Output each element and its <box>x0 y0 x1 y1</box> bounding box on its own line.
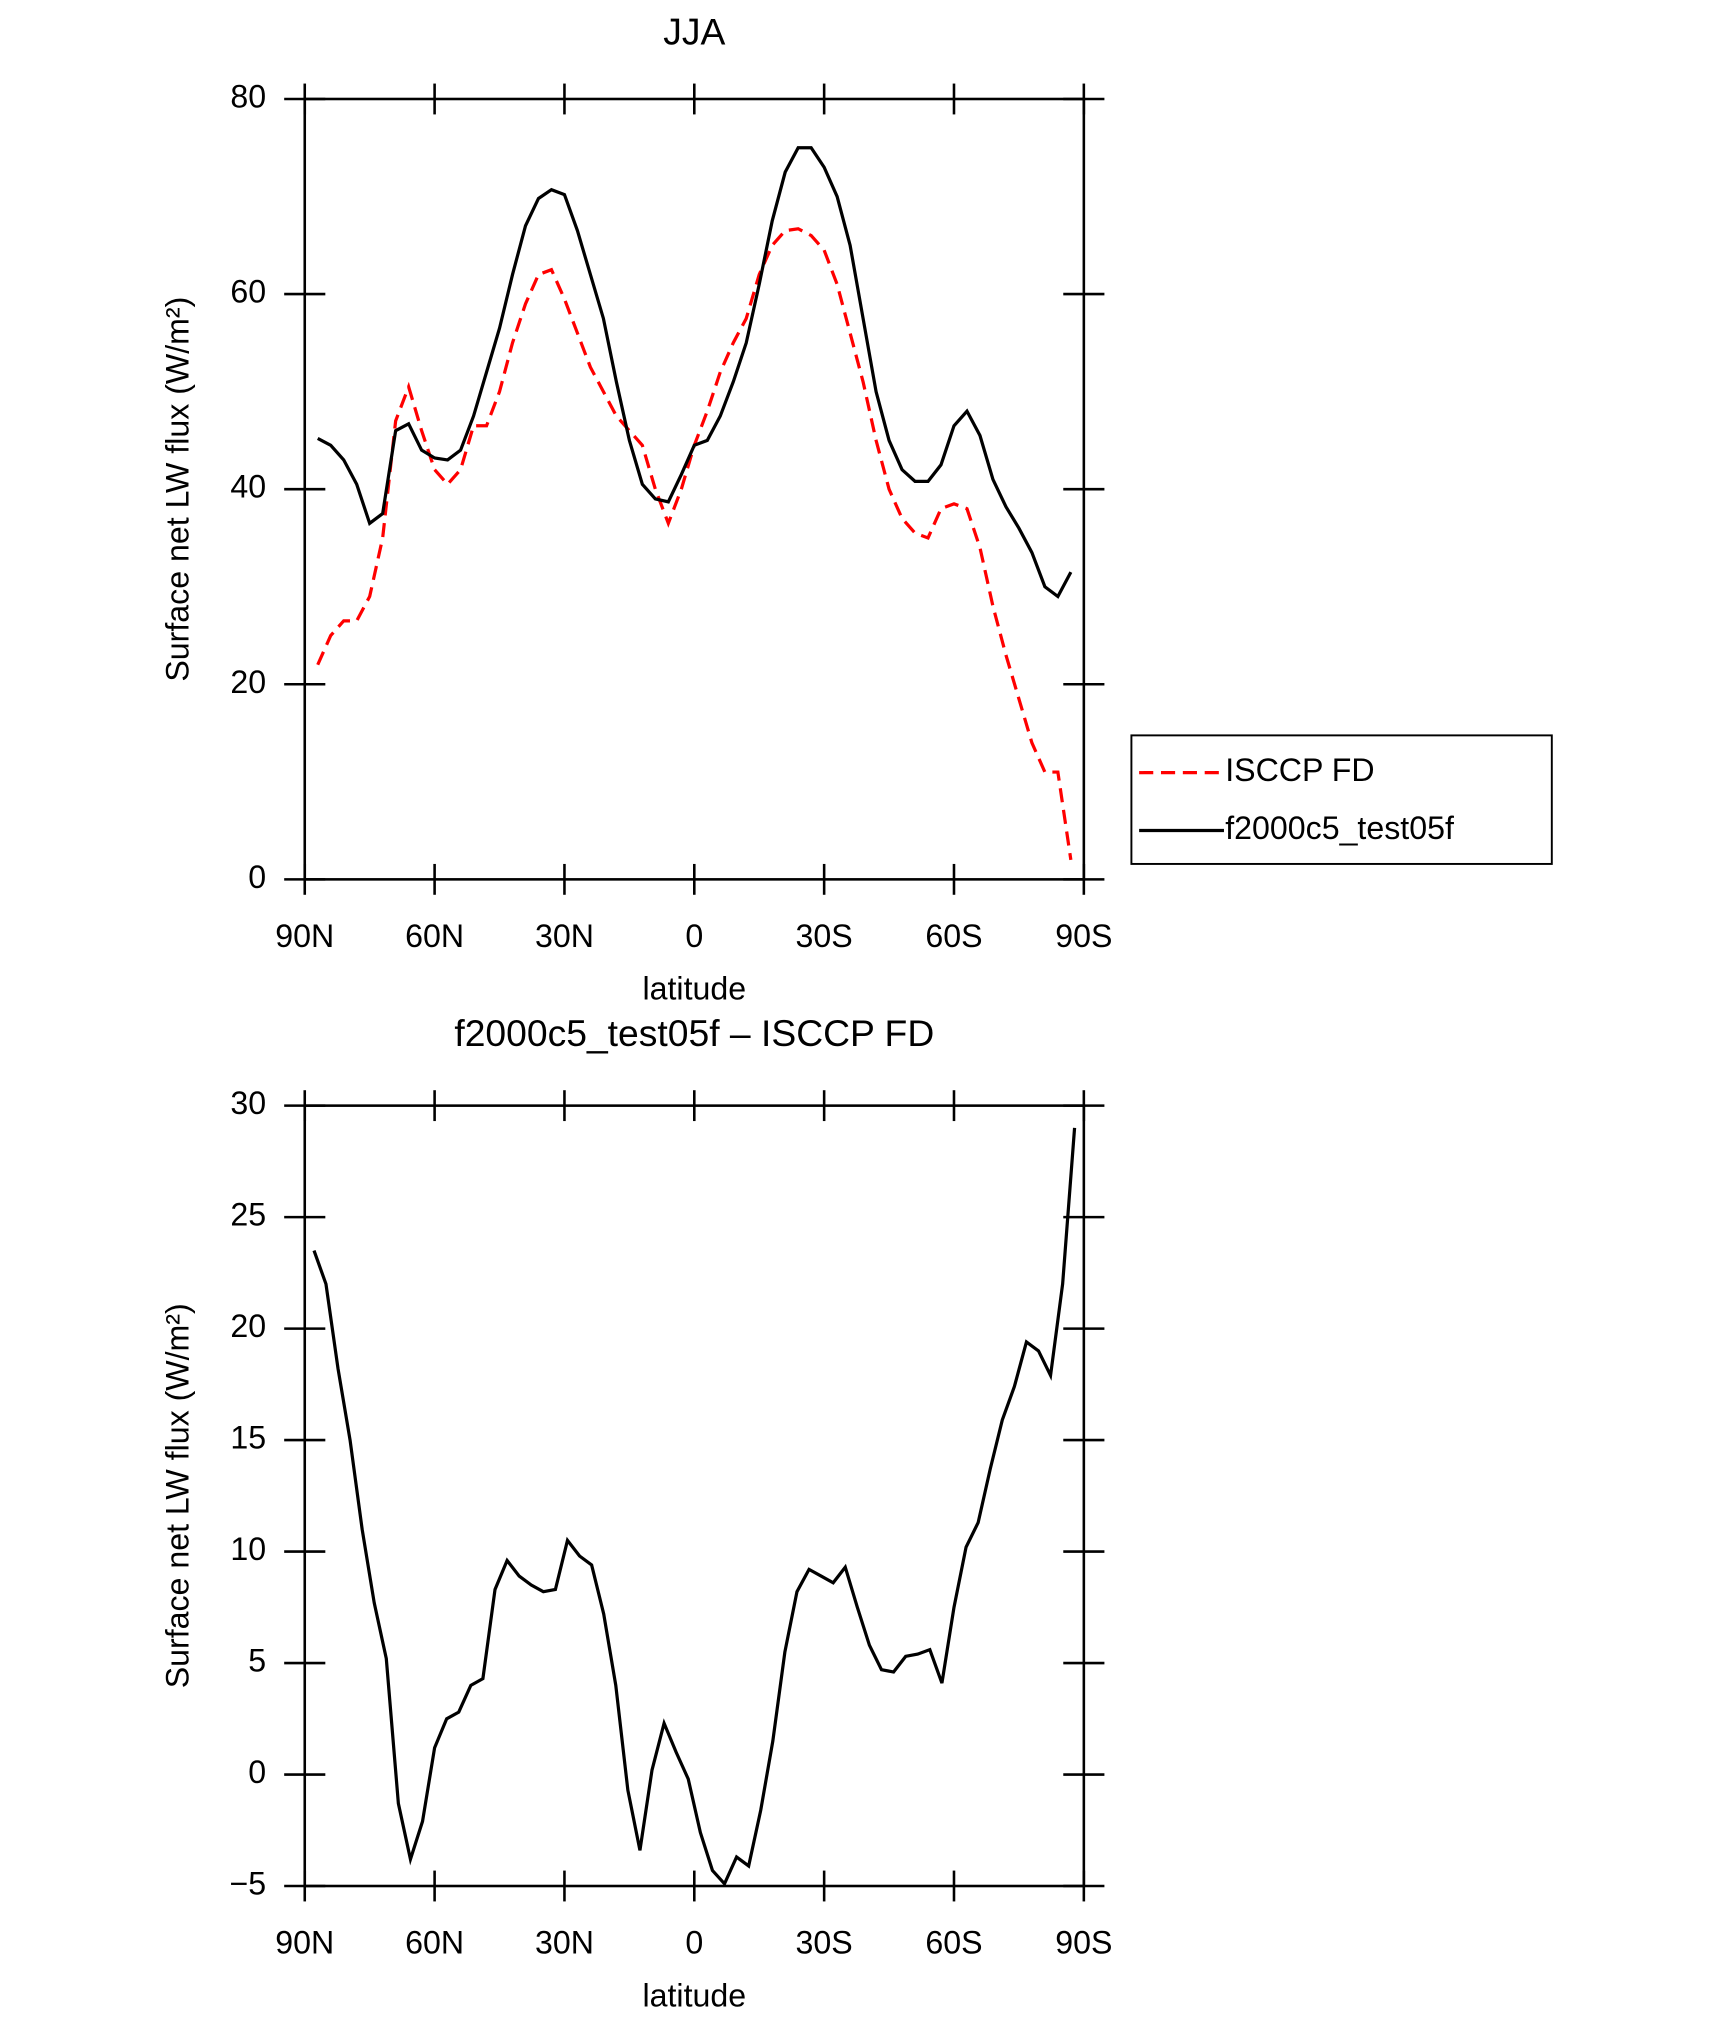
x-tick-label: 60S <box>925 918 982 954</box>
x-tick-label: 0 <box>685 1925 703 1961</box>
y-tick-label: 60 <box>230 274 266 310</box>
x-tick-label: 90S <box>1055 918 1112 954</box>
series-line <box>312 1127 1077 1887</box>
x-tick-label: 30N <box>535 918 594 954</box>
x-tick-label: 30N <box>535 1925 594 1961</box>
y-tick-label: −5 <box>230 1865 267 1901</box>
series-line <box>316 146 1073 599</box>
x-axis-label: latitude <box>643 1977 747 2013</box>
y-tick-label: 40 <box>230 469 266 505</box>
x-tick-label: 60S <box>925 1925 982 1961</box>
x-tick-label: 60N <box>405 1925 464 1961</box>
x-tick-label: 90S <box>1055 1925 1112 1961</box>
legend-label: ISCCP FD <box>1225 752 1374 788</box>
y-axis-label: Surface net LW flux (W/m²) <box>160 297 196 682</box>
series-line <box>316 227 1073 861</box>
x-tick-label: 90N <box>275 918 334 954</box>
y-tick-label: 20 <box>230 1308 266 1344</box>
x-axis-label: latitude <box>643 971 747 1007</box>
y-tick-label: 10 <box>230 1531 266 1567</box>
y-axis-label: Surface net LW flux (W/m²) <box>160 1303 196 1688</box>
y-tick-label: 30 <box>230 1085 266 1121</box>
plot-frame <box>303 97 1086 881</box>
plot-frame <box>303 1104 1086 1888</box>
y-tick-label: 5 <box>248 1643 266 1679</box>
y-tick-label: 25 <box>230 1197 266 1233</box>
y-tick-label: 20 <box>230 664 266 700</box>
chart-title: f2000c5_test05f – ISCCP FD <box>454 1012 934 1054</box>
y-tick-label: 0 <box>248 1754 266 1790</box>
chart-title: JJA <box>663 11 725 53</box>
x-tick-label: 30S <box>796 918 853 954</box>
x-tick-label: 60N <box>405 918 464 954</box>
y-tick-label: 0 <box>248 859 266 895</box>
x-tick-label: 30S <box>796 1925 853 1961</box>
legend-label: f2000c5_test05f <box>1225 810 1454 846</box>
y-tick-label: 15 <box>230 1420 266 1456</box>
x-tick-label: 90N <box>275 1925 334 1961</box>
legend-box <box>1130 734 1553 865</box>
y-tick-label: 80 <box>230 78 266 114</box>
x-tick-label: 0 <box>685 918 703 954</box>
